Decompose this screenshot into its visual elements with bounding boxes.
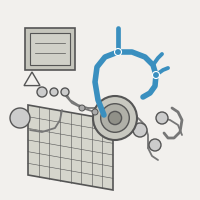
- Circle shape: [94, 118, 106, 130]
- Circle shape: [79, 105, 85, 111]
- Circle shape: [61, 88, 69, 96]
- Circle shape: [149, 139, 161, 151]
- Bar: [30, 33, 70, 65]
- Circle shape: [114, 48, 122, 55]
- Circle shape: [94, 106, 106, 118]
- Circle shape: [108, 111, 122, 125]
- Circle shape: [153, 72, 160, 78]
- Circle shape: [50, 88, 58, 96]
- Polygon shape: [28, 105, 113, 190]
- Circle shape: [156, 112, 168, 124]
- Circle shape: [92, 109, 98, 115]
- Circle shape: [93, 96, 137, 140]
- Circle shape: [101, 104, 129, 132]
- Circle shape: [37, 87, 47, 97]
- Circle shape: [133, 123, 147, 137]
- Bar: [25, 28, 75, 70]
- Circle shape: [10, 108, 30, 128]
